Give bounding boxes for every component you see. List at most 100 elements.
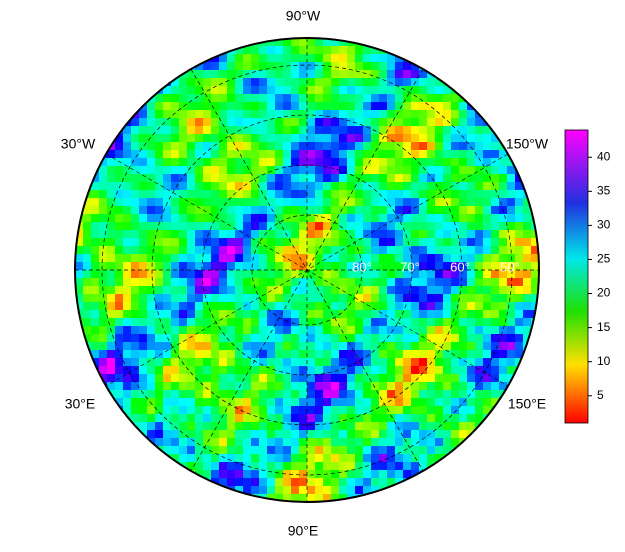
field-cell	[411, 190, 420, 199]
field-cell	[219, 142, 228, 151]
field-cell	[139, 142, 148, 151]
field-cell	[339, 110, 348, 119]
field-cell	[443, 422, 452, 431]
field-cell	[299, 126, 308, 135]
field-cell	[443, 94, 452, 103]
field-cell	[395, 94, 404, 103]
field-cell	[307, 182, 316, 191]
field-cell	[403, 438, 412, 447]
field-cell	[307, 350, 316, 359]
field-cell	[275, 430, 284, 439]
field-cell	[331, 166, 340, 175]
field-cell	[283, 190, 292, 199]
field-cell	[459, 110, 468, 119]
field-cell	[99, 294, 108, 303]
field-cell	[339, 262, 348, 271]
field-cell	[475, 246, 484, 255]
field-cell	[331, 342, 340, 351]
field-cell	[267, 326, 276, 335]
field-cell	[179, 398, 188, 407]
field-cell	[323, 86, 332, 95]
field-cell	[387, 230, 396, 239]
field-cell	[427, 190, 436, 199]
field-cell	[203, 334, 212, 343]
field-cell	[443, 214, 452, 223]
field-cell	[299, 278, 308, 287]
field-cell	[187, 270, 196, 279]
field-cell	[475, 230, 484, 239]
field-cell	[211, 302, 220, 311]
field-cell	[507, 198, 516, 207]
field-cell	[331, 430, 340, 439]
field-cell	[195, 62, 204, 71]
field-cell	[531, 286, 539, 295]
field-cell	[323, 270, 332, 279]
field-cell	[339, 422, 348, 431]
field-cell	[203, 134, 212, 143]
field-cell	[99, 190, 108, 199]
field-cell	[339, 302, 348, 311]
field-cell	[83, 310, 92, 319]
field-cell	[339, 454, 348, 463]
field-cell	[203, 366, 212, 375]
field-cell	[259, 54, 268, 63]
field-cell	[163, 302, 172, 311]
field-cell	[147, 350, 156, 359]
field-cell	[163, 110, 172, 119]
field-cell	[203, 118, 212, 127]
field-cell	[131, 310, 140, 319]
field-cell	[307, 382, 316, 391]
field-cell	[331, 350, 340, 359]
field-cell	[267, 478, 276, 487]
field-cell	[171, 222, 180, 231]
field-cell	[491, 398, 500, 407]
field-cell	[187, 230, 196, 239]
field-cell	[363, 286, 372, 295]
field-cell	[379, 262, 388, 271]
field-cell	[275, 270, 284, 279]
field-cell	[435, 318, 444, 327]
field-cell	[355, 222, 364, 231]
field-cell	[387, 446, 396, 455]
field-cell	[339, 382, 348, 391]
field-cell	[155, 214, 164, 223]
field-cell	[427, 302, 436, 311]
field-cell	[507, 318, 516, 327]
field-cell	[291, 166, 300, 175]
field-cell	[347, 78, 356, 87]
field-cell	[195, 126, 204, 135]
field-cell	[259, 302, 268, 311]
field-cell	[451, 174, 460, 183]
field-cell	[91, 310, 100, 319]
field-cell	[331, 366, 340, 375]
field-cell	[451, 438, 460, 447]
field-cell	[339, 254, 348, 263]
field-cell	[259, 206, 268, 215]
field-cell	[155, 398, 164, 407]
field-cell	[371, 262, 380, 271]
field-cell	[395, 214, 404, 223]
field-cell	[91, 246, 100, 255]
field-cell	[331, 414, 340, 423]
field-cell	[371, 478, 380, 487]
field-cell	[355, 278, 364, 287]
field-cell	[467, 374, 476, 383]
field-cell	[291, 462, 300, 471]
field-cell	[195, 134, 204, 143]
field-cell	[371, 374, 380, 383]
field-cell	[315, 342, 324, 351]
field-cell	[459, 326, 468, 335]
field-cell	[227, 86, 236, 95]
field-cell	[339, 286, 348, 295]
field-cell	[395, 286, 404, 295]
field-cell	[507, 182, 516, 191]
field-cell	[115, 294, 124, 303]
field-cell	[523, 294, 532, 303]
field-cell	[435, 294, 444, 303]
field-cell	[491, 174, 500, 183]
field-cell	[251, 118, 260, 127]
field-cell	[83, 334, 92, 343]
field-cell	[419, 166, 428, 175]
field-cell	[483, 398, 492, 407]
field-cell	[131, 150, 140, 159]
